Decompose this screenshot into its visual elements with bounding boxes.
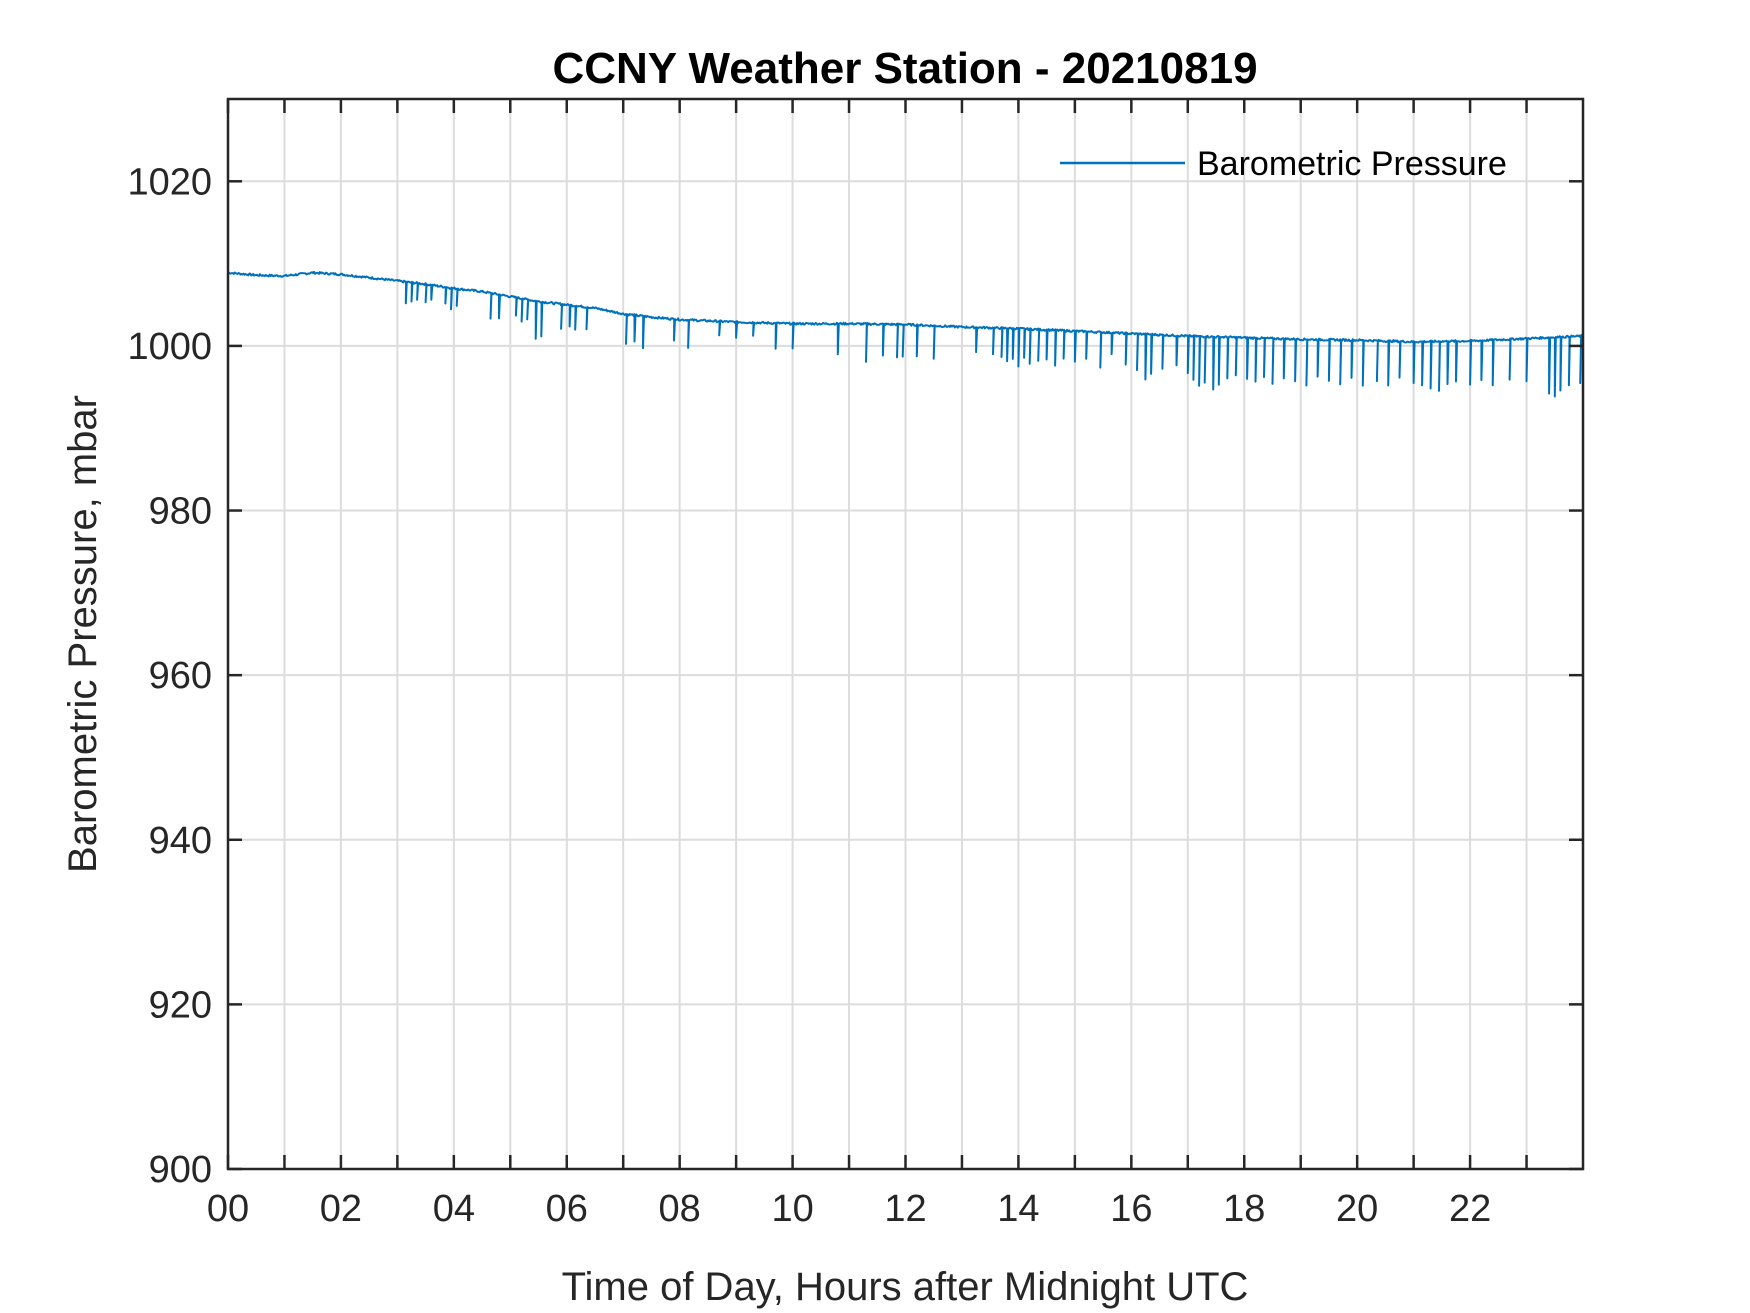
chart-title: CCNY Weather Station - 20210819 <box>552 44 1257 93</box>
y-tick-label: 920 <box>149 984 212 1026</box>
x-tick-labels: 00 02 04 06 08 10 12 14 16 18 20 22 <box>207 1188 1491 1230</box>
x-tick-label: 08 <box>659 1188 701 1230</box>
y-tick-label: 980 <box>149 491 212 533</box>
legend-label-barometric-pressure: Barometric Pressure <box>1197 145 1507 183</box>
legend: Barometric Pressure <box>1060 145 1507 183</box>
series-line-barometric-pressure <box>227 270 1584 398</box>
x-tick-label: 14 <box>997 1188 1039 1230</box>
axis-ticks <box>226 99 1583 1171</box>
x-tick-label: 04 <box>433 1188 475 1230</box>
x-tick-label: 18 <box>1223 1188 1265 1230</box>
y-tick-label: 1020 <box>127 161 212 203</box>
y-gridlines <box>228 180 1583 1006</box>
x-tick-label: 06 <box>546 1188 588 1230</box>
x-tick-label: 10 <box>771 1188 813 1230</box>
x-tick-label: 02 <box>320 1188 362 1230</box>
x-tick-label: 16 <box>1110 1188 1152 1230</box>
y-tick-label: 960 <box>149 655 212 697</box>
x-tick-label: 20 <box>1336 1188 1378 1230</box>
y-tick-label: 900 <box>149 1149 212 1191</box>
x-tick-label: 00 <box>207 1188 249 1230</box>
y-tick-label: 940 <box>149 820 212 862</box>
x-tick-label: 12 <box>884 1188 926 1230</box>
x-gridlines <box>283 99 1528 1169</box>
y-axis-label: Barometric Pressure, mbar <box>61 395 105 873</box>
y-tick-label: 1000 <box>127 326 212 368</box>
y-tick-labels: 900 920 940 960 980 1000 1020 <box>127 161 212 1191</box>
series-layer <box>227 270 1584 398</box>
x-axis-label: Time of Day, Hours after Midnight UTC <box>562 1265 1249 1309</box>
x-tick-label: 22 <box>1449 1188 1491 1230</box>
